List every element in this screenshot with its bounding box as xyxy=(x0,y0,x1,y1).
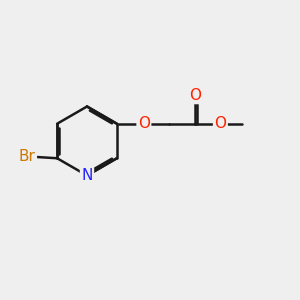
Text: Br: Br xyxy=(19,149,36,164)
Text: O: O xyxy=(189,88,201,103)
Text: N: N xyxy=(81,168,93,183)
Text: O: O xyxy=(214,116,226,131)
Text: O: O xyxy=(138,116,150,131)
